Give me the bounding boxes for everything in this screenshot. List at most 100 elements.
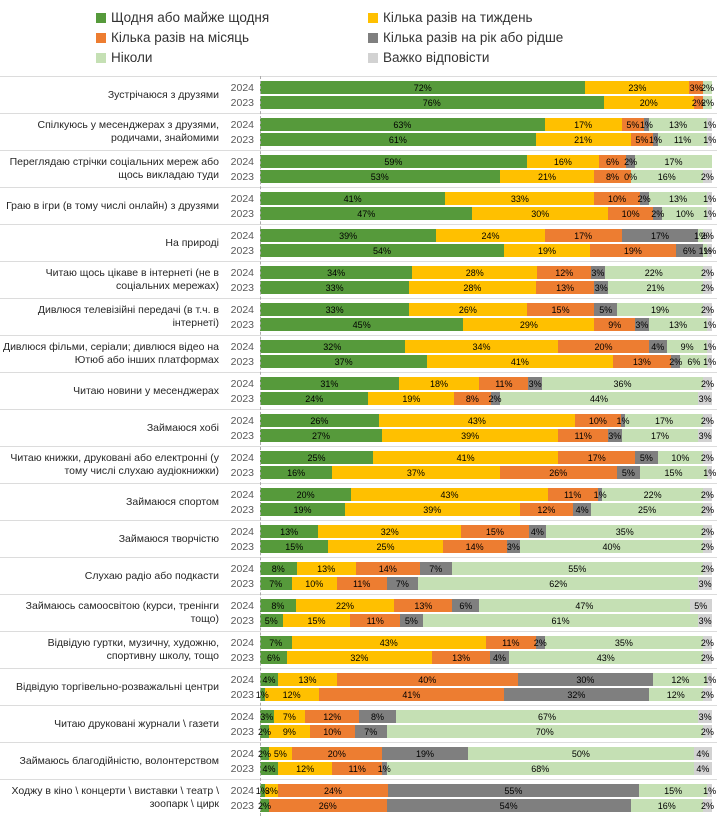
bar-segment-value: 36% [613,378,632,389]
bar-segment: 2% [701,170,714,183]
bar-segment-value: 26% [549,467,568,478]
bar-segment: 8% [260,599,296,612]
bar-segment-value: 50% [571,748,590,759]
bar-segment: 19% [617,303,703,316]
bar-segment-value: 13% [280,526,299,537]
bar-segment: 2% [701,562,714,575]
bar-segment-value: 40% [418,674,437,685]
bar-segment: 1% [649,133,662,146]
bar-segment: 39% [260,229,437,242]
bar-segment-value: 17% [574,230,593,241]
chart-group: Читаю щось цікаве в інтернеті (не в соці… [0,261,717,298]
bar-segment: 37% [332,466,500,479]
bar-segment: 1% [703,355,716,368]
bar-segment: 2% [701,81,714,94]
bar-segment-value: 17% [650,430,669,441]
stacked-bar: 39% 24% 17% 17% 1% 2% [260,229,714,242]
bar-segment-value: 8% [465,393,479,404]
bar-segment: 50% [467,747,694,760]
bar-segment-value: 3% [264,785,278,796]
bar-segment-value: 13% [298,674,317,685]
bar-segment-value: 2% [700,541,714,552]
bar-segment-value: 39% [423,504,442,515]
bar-segment: 32% [287,651,432,664]
year-label: 2024 [230,636,254,649]
bar-segment-value: 3% [591,267,605,278]
bar-segment-value: 41% [456,452,475,463]
stacked-bar: 37% 41% 13% 2% 6% 1% [260,355,716,368]
year-label: 2024 [230,525,254,538]
bar-segment: 12% [653,673,708,686]
bar-segment: 11% [558,429,609,442]
bar-segment: 1% [703,207,716,220]
bar-segment: 30% [472,207,609,220]
bar-segment: 62% [418,577,699,590]
bar-segment: 4% [693,747,712,760]
chart-group: Відвідую торгівельно-розважальні центри 2… [0,668,717,705]
bar-row: 2024 8% 22% 13% 6% 47% 5% [226,599,717,612]
bar-segment: 5% [260,614,283,627]
stacked-bar: 1% 12% 41% 32% 12% 2% [256,688,714,701]
legend-label: Важко відповісти [383,50,490,65]
bar-segment-value: 4% [651,341,665,352]
bar-segment-value: 2% [700,304,714,315]
bar-segment: 40% [336,673,518,686]
bar-segment: 12% [278,762,333,775]
bar-segment-value: 5% [694,600,708,611]
bar-segment: 34% [260,266,413,279]
legend-item: Важко відповісти [368,48,717,68]
bar-segment-value: 54% [373,245,392,256]
bar-segment-value: 2% [700,378,714,389]
bar-segment: 13% [431,651,491,664]
bar-segment: 34% [404,340,559,353]
group-bars: 2024 8% 22% 13% 6% 47% 5% 2023 5% 15% 11% 5% 61% 3% [226,599,717,627]
year-label: 2023 [230,725,254,738]
bar-segment-value: 62% [549,578,568,589]
bar-segment-value: 23% [628,82,647,93]
bar-segment-value: 15% [307,615,326,626]
bar-segment: 26% [409,303,527,316]
bar-segment-value: 34% [327,267,346,278]
bar-segment-value: 2% [700,526,714,537]
bar-segment-value: 14% [378,563,397,574]
bar-row: 2023 2% 26% 54% 16% 2% [226,799,717,812]
bar-row: 2023 15% 25% 14% 3% 40% 2% [226,540,717,553]
stacked-bar: 8% 13% 14% 7% 55% 2% [260,562,714,575]
bar-segment-value: 22% [336,600,355,611]
bar-segment: 35% [546,525,704,538]
bar-segment: 27% [260,429,383,442]
group-bars: 2024 13% 32% 15% 4% 35% 2% 2023 15% 25% 14% 3% 40% 2% [226,525,717,553]
bar-segment: 3% [594,281,608,294]
stacked-bar: 3% 7% 12% 8% 67% 3% [260,710,712,723]
bar-segment-value: 13% [669,319,688,330]
bar-segment-value: 4% [262,763,276,774]
bar-row: 2024 3% 7% 12% 8% 67% 3% [226,710,717,723]
bar-segment: 13% [648,318,708,331]
bar-segment: 15% [260,540,329,553]
group-bars: 2024 2% 5% 20% 19% 50% 4% 2023 4% 12% 11% 1% 68% 4% [226,747,717,775]
bar-segment-value: 28% [465,267,484,278]
bar-segment: 6% [260,651,288,664]
bar-segment-value: 55% [504,785,523,796]
stacked-bar: 47% 30% 10% 2% 10% 1% [260,207,716,220]
bar-segment: 2% [701,651,714,664]
bar-segment: 11% [350,614,401,627]
bar-segment-value: 17% [574,119,593,130]
bar-segment-value: 1% [703,674,717,685]
bar-segment: 32% [318,525,462,538]
bar-segment-value: 32% [350,652,369,663]
bar-segment-value: 1% [616,415,630,426]
activity-label: Дивлюся телевізійні передачі (в т.ч. в і… [37,304,219,329]
bar-segment-value: 39% [461,430,480,441]
bar-segment: 5% [269,747,292,760]
chart-group: Ходжу в кіно \ концерти \ виставки \ теа… [0,779,717,816]
bar-segment: 26% [499,466,618,479]
bar-segment-value: 1% [255,689,269,700]
stacked-bar: 24% 19% 8% 2% 44% 3% [260,392,712,405]
stacked-bar: 13% 32% 15% 4% 35% 2% [260,525,714,538]
bar-segment-value: 12% [671,674,690,685]
bar-segment: 29% [463,318,595,331]
bar-segment-value: 2% [624,156,638,167]
bar-segment: 2% [701,503,714,516]
bar-segment-value: 11% [366,615,384,626]
